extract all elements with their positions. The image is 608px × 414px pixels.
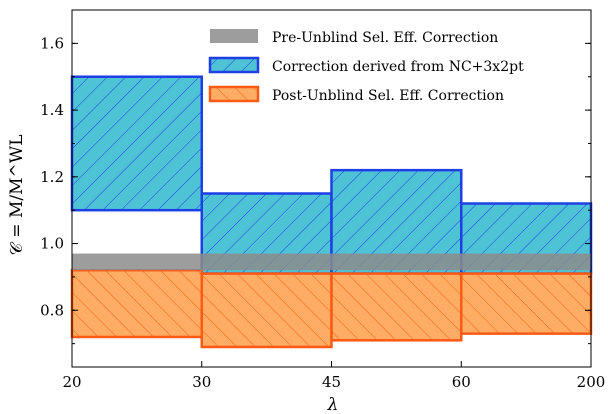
x-tick-label-0: 20 [62, 373, 81, 391]
plot-frame [71, 9, 592, 368]
legend-label-2: Post-Unblind Sel. Eff. Correction [272, 88, 504, 104]
bin-2-2 [330, 272, 463, 342]
legend-entry-2: Post-Unblind Sel. Eff. Correction [208, 85, 504, 104]
x-tick-label-4: 200 [577, 373, 606, 391]
bin-1-0 [70, 75, 203, 212]
legend-label-1: Correction derived from NC+3x2pt [272, 59, 524, 75]
y-axis-label: 𝒞 = M/M^WL [7, 135, 27, 256]
y-tick-label-4: 1.6 [40, 34, 64, 52]
bin-2-1 [200, 272, 333, 349]
y-tick-label-2: 1.2 [40, 168, 64, 186]
y-tick-label-0: 0.8 [40, 301, 64, 319]
x-axis-label: λ [327, 395, 339, 414]
bin-2-0 [70, 268, 203, 339]
legend-entry-1: Correction derived from NC+3x2pt [208, 56, 524, 75]
x-tick-label-2: 45 [322, 373, 341, 391]
legend-entry-0: Pre-Unblind Sel. Eff. Correction [210, 29, 498, 46]
y-tick-label-1: 1.0 [40, 235, 64, 253]
x-tick-label-1: 30 [192, 373, 211, 391]
bin-0-0 [72, 253, 591, 271]
y-ticks: 0.8 1.0 1.2 1.4 1.6 [40, 34, 591, 345]
legend-label-0: Pre-Unblind Sel. Eff. Correction [272, 30, 498, 46]
bin-2-3 [460, 272, 593, 335]
y-tick-label-3: 1.4 [40, 101, 64, 119]
x-tick-label-3: 60 [452, 373, 471, 391]
data-bands [70, 75, 593, 349]
legend: Pre-Unblind Sel. Eff. Correction Correcti… [208, 29, 524, 104]
